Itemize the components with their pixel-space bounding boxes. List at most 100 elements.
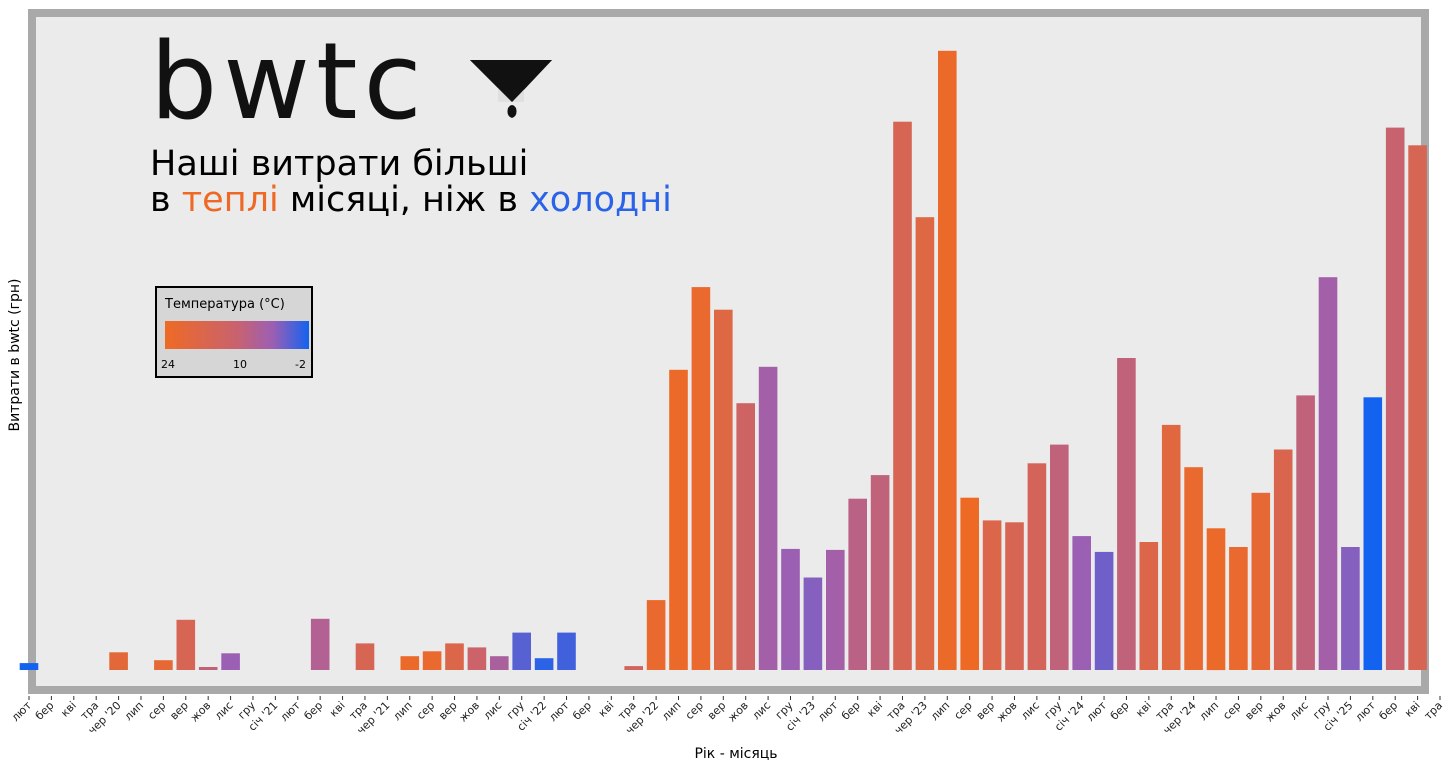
bar-8 — [198, 667, 218, 670]
bar-17 — [400, 656, 420, 670]
bar-41 — [938, 50, 957, 671]
bar-57 — [1296, 395, 1315, 670]
bar-18 — [422, 651, 442, 670]
bar-46 — [1050, 444, 1069, 670]
x-tick-label: лип — [1197, 699, 1221, 723]
bar-39 — [893, 121, 912, 670]
bar-33 — [758, 366, 778, 670]
bars-group — [19, 50, 1427, 671]
bar-56 — [1273, 449, 1293, 670]
legend-title: Температура (°C) — [165, 297, 285, 312]
x-tick-label: вер — [436, 699, 460, 723]
x-tick-label: лют — [9, 699, 35, 725]
x-axis-label: Рік - місяць — [694, 746, 778, 762]
bar-53 — [1206, 528, 1226, 671]
x-tick-label: бер — [33, 699, 57, 723]
x-tick-label: жов — [994, 699, 1020, 725]
x-tick-label: лип — [659, 699, 683, 723]
bar-60 — [1363, 397, 1383, 670]
bar-35 — [803, 577, 823, 670]
bwtc-logo: bwtc — [150, 20, 428, 143]
bar-55 — [1251, 492, 1271, 670]
bar-62 — [1408, 145, 1427, 671]
x-tick-label: лип — [391, 699, 415, 723]
x-tick-label: тра — [1422, 699, 1445, 722]
bar-13 — [310, 618, 330, 670]
x-tick-label: лют — [278, 699, 304, 725]
legend-colorbar — [165, 321, 309, 349]
headline-warm-word: теплі — [181, 180, 279, 220]
y-axis-label: Витрати в bwtc (грн) — [7, 278, 23, 432]
bar-45 — [1027, 463, 1047, 670]
x-tick-label: вер — [705, 699, 729, 723]
x-tick-label: кві — [327, 699, 348, 720]
x-tick-label: вер — [167, 699, 191, 723]
bar-61 — [1385, 127, 1405, 671]
legend-tick-mid: 10 — [233, 358, 247, 371]
x-tick-label: бер — [570, 699, 594, 723]
bar-15 — [355, 643, 375, 670]
x-tick-label: лют — [546, 699, 572, 725]
x-tick-label: сер — [145, 699, 168, 722]
x-tick-label: лют — [815, 699, 841, 725]
bar-43 — [982, 520, 1002, 670]
headline: Наші витрати більші в теплі місяці, ніж … — [150, 146, 672, 218]
bar-27 — [624, 666, 643, 670]
x-tick-label: лис — [1018, 699, 1042, 723]
bar-0 — [19, 663, 39, 670]
bar-20 — [467, 647, 487, 670]
bar-51 — [1161, 424, 1181, 670]
x-tick-label: кві — [865, 699, 886, 720]
bar-40 — [915, 217, 935, 670]
x-tick-label: сер — [414, 699, 437, 722]
bar-34 — [781, 548, 800, 670]
bar-37 — [848, 498, 867, 670]
x-tick-label: бер — [1108, 699, 1132, 723]
bar-42 — [960, 497, 979, 670]
bar-9 — [221, 653, 240, 670]
x-tick-label: лис — [1287, 699, 1311, 723]
bar-6 — [154, 660, 173, 670]
bar-38 — [870, 475, 890, 670]
x-tick-label: вер — [1242, 699, 1266, 723]
bar-30 — [691, 287, 711, 670]
bar-58 — [1318, 277, 1338, 670]
x-tick-label: жов — [725, 699, 751, 725]
bar-44 — [1005, 522, 1024, 670]
bar-23 — [534, 658, 554, 670]
x-tick-label: лис — [212, 699, 236, 723]
x-tick-label: кві — [1402, 699, 1423, 720]
bar-24 — [557, 632, 576, 670]
bar-31 — [714, 309, 733, 670]
x-tick-label: лис — [750, 699, 774, 723]
bar-48 — [1094, 551, 1114, 670]
legend-tick-cold: -2 — [295, 358, 306, 371]
bar-19 — [445, 643, 464, 670]
bar-21 — [490, 656, 509, 670]
headline-line-2: в теплі місяці, ніж в холодні — [150, 182, 672, 218]
x-tick-label: жов — [1263, 699, 1289, 725]
bar-49 — [1117, 358, 1136, 670]
bar-4 — [109, 652, 128, 670]
bar-54 — [1229, 547, 1248, 670]
x-tick-label: лис — [481, 699, 505, 723]
bar-36 — [826, 549, 845, 670]
x-tick-label: бер — [302, 699, 326, 723]
x-tick-label: лип — [928, 699, 952, 723]
funnel-drop-icon — [470, 60, 552, 118]
x-tick-label: лют — [1084, 699, 1110, 725]
bar-7 — [176, 619, 196, 670]
bar-32 — [736, 403, 755, 670]
bar-22 — [512, 632, 531, 670]
x-tick-label: бер — [1377, 699, 1401, 723]
bar-28 — [646, 600, 666, 670]
x-tick-label: сер — [683, 699, 706, 722]
legend-tick-warm: 24 — [161, 358, 175, 371]
headline-cold-word: холодні — [529, 180, 672, 220]
x-tick-label: бер — [839, 699, 863, 723]
headline-prefix: в — [150, 180, 171, 220]
x-tick-label: кві — [58, 699, 79, 720]
x-tick-label: вер — [974, 699, 998, 723]
